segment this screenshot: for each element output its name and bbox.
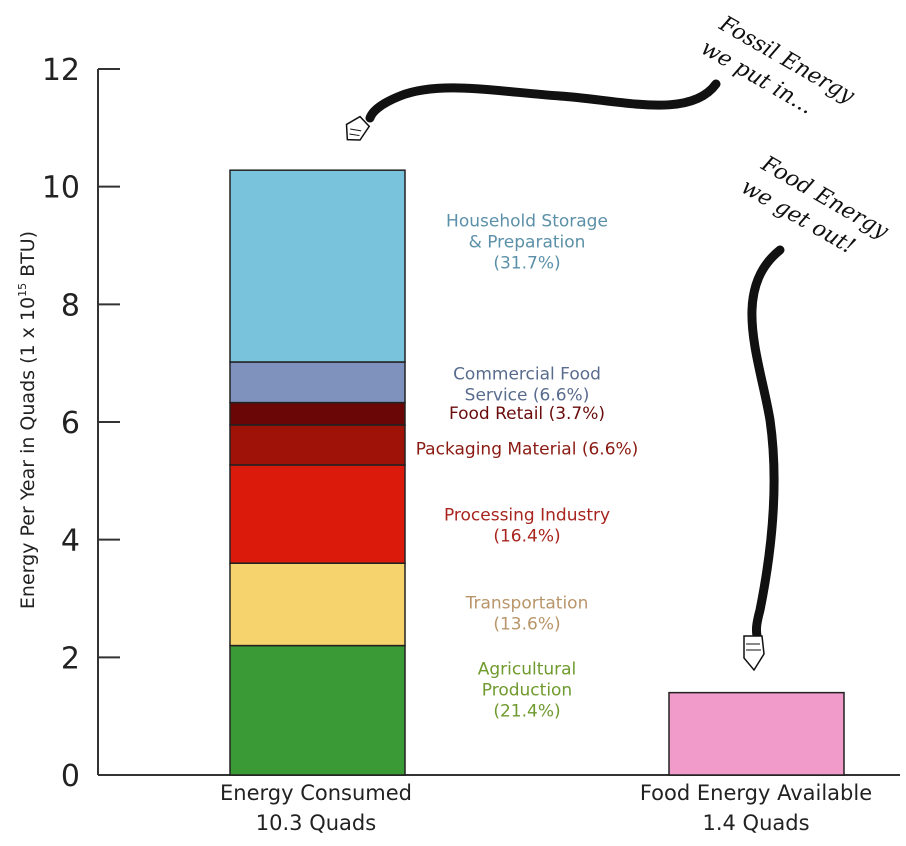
bar-segment-packaging-material (229, 424, 406, 466)
y-tick-label: 0 (61, 759, 80, 794)
pointing-hand-icon (743, 635, 765, 672)
segment-label-food-retail: Food Retail (3.7%) (449, 404, 605, 424)
bar-food-energy-available (668, 691, 845, 776)
y-tick-label: 2 (61, 641, 80, 676)
category-label-food-energy: Food Energy Available (640, 781, 872, 805)
annotation-food-energy: Food Energy we get out! (737, 149, 899, 274)
y-tick-label: 12 (42, 53, 80, 88)
annotation-fossil-energy: Fossil Energy we put in... (697, 10, 865, 139)
segment-label-transportation: Transportation (13.6%) (465, 594, 589, 635)
category-sublabel-energy-consumed: 10.3 Quads (256, 811, 376, 835)
y-axis-label: Energy Per Year in Quads (1 x 1015 BTU) (16, 231, 39, 609)
bar-segment-transportation (229, 562, 406, 647)
segment-label-processing-industry: Processing Industry (16.4%) (444, 505, 610, 546)
y-axis-label-exponent: 15 (16, 283, 29, 297)
category-label-energy-consumed: Energy Consumed (220, 781, 412, 805)
bar-segment-commercial-food-service (229, 361, 406, 404)
label-layer: Agricultural Production (21.4%) Transportat… (416, 211, 639, 721)
segment-label-agricultural-production: Agricultural Production (21.4%) (478, 660, 577, 722)
y-tick-label: 4 (61, 524, 80, 559)
segment-label-household-storage-preparation: Household Storage & Preparation (31.7%) (446, 211, 608, 273)
fossil-energy-cord (365, 79, 721, 123)
y-tick-label: 10 (42, 171, 80, 206)
y-tick-label: 6 (61, 406, 80, 441)
category-sublabel-food-energy: 1.4 Quads (702, 811, 809, 835)
y-tick-label: 8 (61, 288, 80, 323)
bar-segment-food-retail (229, 401, 406, 426)
bar-segment-agricultural-production (229, 644, 406, 776)
pointing-hand-icon (345, 115, 371, 141)
segment-label-commercial-food-service: Commercial Food Service (6.6%) (453, 364, 601, 405)
bar-layer (229, 169, 845, 776)
bar-segment-household-storage-preparation (229, 169, 406, 363)
segment-label-packaging-material: Packaging Material (6.6%) (416, 439, 639, 459)
bar-segment-processing-industry (229, 464, 406, 564)
food-energy-cord (747, 245, 785, 641)
